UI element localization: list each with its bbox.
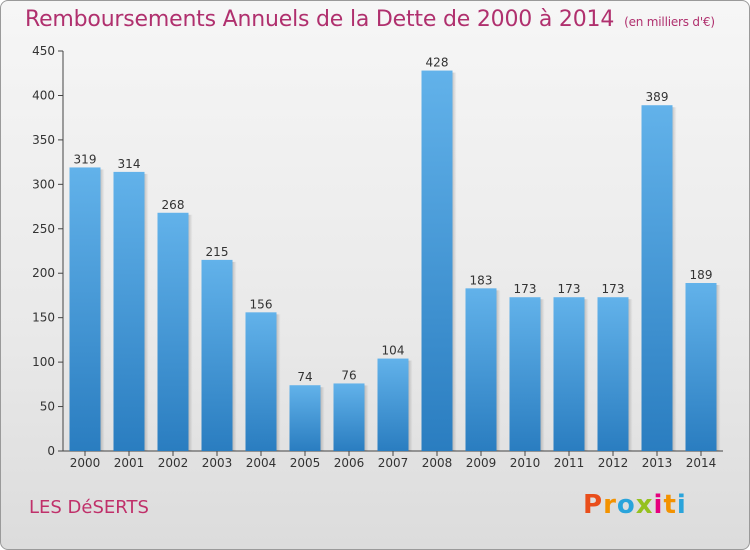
x-tick-label-2013: 2013	[642, 456, 673, 470]
x-tick-label-2003: 2003	[202, 456, 233, 470]
bar-shadow	[497, 290, 501, 451]
bar-shadow	[585, 299, 589, 451]
x-tick-label-2012: 2012	[598, 456, 629, 470]
bar-2013	[642, 105, 673, 451]
bar-chart: 0 50 100 150 200 250 300 350 400 450 2000 2001 2002 2…	[1, 1, 750, 550]
logo-letter: P	[583, 490, 603, 520]
bar-shadow	[541, 299, 545, 451]
bar-2012	[598, 297, 629, 451]
value-label-2010: 173	[514, 282, 537, 296]
x-tick-label-2010: 2010	[510, 456, 541, 470]
bar-2002	[158, 213, 189, 451]
value-label-2004: 156	[250, 297, 273, 311]
bar-shadow	[629, 299, 633, 451]
value-label-2007: 104	[382, 344, 405, 358]
bar-shadow	[365, 385, 369, 451]
bar-shadow	[233, 262, 237, 451]
bar-shadow	[321, 387, 325, 451]
value-label-2000: 319	[74, 152, 97, 166]
value-label-2009: 183	[470, 273, 493, 287]
bar-shadow	[409, 361, 413, 451]
logo-letter: o	[617, 490, 636, 520]
y-tick-label: 0	[47, 444, 55, 458]
value-label-2014: 189	[690, 268, 713, 282]
x-tick-label-2001: 2001	[114, 456, 145, 470]
bar-2006	[334, 383, 365, 451]
x-tick-label-2006: 2006	[334, 456, 365, 470]
x-tick-label-2000: 2000	[70, 456, 101, 470]
value-label-2003: 215	[206, 245, 229, 259]
bar-2000	[70, 167, 101, 451]
logo-letter: x	[636, 490, 654, 520]
chart-frame: Remboursements Annuels de la Dette de 20…	[0, 0, 750, 550]
logo-letter: t	[663, 490, 676, 520]
x-tick-label-2014: 2014	[686, 456, 717, 470]
x-tick-label-2009: 2009	[466, 456, 497, 470]
y-tick-label: 250	[32, 222, 55, 236]
x-tick-label-2007: 2007	[378, 456, 409, 470]
value-label-2008: 428	[426, 56, 449, 70]
bar-shadow	[453, 73, 457, 451]
y-tick-label: 200	[32, 266, 55, 280]
value-label-2013: 389	[646, 90, 669, 104]
value-label-2011: 173	[558, 282, 581, 296]
x-tick-label-2011: 2011	[554, 456, 585, 470]
y-tick-label: 450	[32, 44, 55, 58]
value-label-2002: 268	[162, 198, 185, 212]
logo-letter: i	[654, 490, 664, 520]
bar-shadow	[717, 285, 721, 451]
bar-2003	[202, 260, 233, 451]
bar-2008	[422, 71, 453, 451]
bar-2014	[686, 283, 717, 451]
x-tick-label-2002: 2002	[158, 456, 189, 470]
x-tick-label-2005: 2005	[290, 456, 321, 470]
bar-shadow	[277, 314, 281, 451]
bar-2009	[466, 288, 497, 451]
bars	[70, 71, 721, 451]
x-tick-label-2004: 2004	[246, 456, 277, 470]
bar-shadow	[145, 174, 149, 451]
y-tick-label: 350	[32, 133, 55, 147]
value-label-2005: 74	[297, 370, 312, 384]
y-tick-label: 400	[32, 88, 55, 102]
y-tick-label: 50	[40, 400, 55, 414]
value-label-2001: 314	[118, 157, 141, 171]
x-tick-label-2008: 2008	[422, 456, 453, 470]
bar-2010	[510, 297, 541, 451]
bar-2005	[290, 385, 321, 451]
y-tick-label: 300	[32, 177, 55, 191]
bar-2004	[246, 312, 277, 451]
proxiti-logo: Proxiti	[583, 490, 687, 520]
y-tick-label: 150	[32, 311, 55, 325]
logo-letter: r	[603, 490, 617, 520]
y-tick-label: 100	[32, 355, 55, 369]
bar-shadow	[673, 107, 677, 451]
value-label-2012: 173	[602, 282, 625, 296]
bar-shadow	[189, 215, 193, 451]
city-name: LES DéSERTS	[29, 497, 149, 518]
bar-shadow	[101, 169, 105, 451]
bar-2007	[378, 359, 409, 451]
bar-2011	[554, 297, 585, 451]
bar-2001	[114, 172, 145, 451]
value-label-2006: 76	[341, 368, 356, 382]
logo-letter: i	[677, 490, 687, 520]
